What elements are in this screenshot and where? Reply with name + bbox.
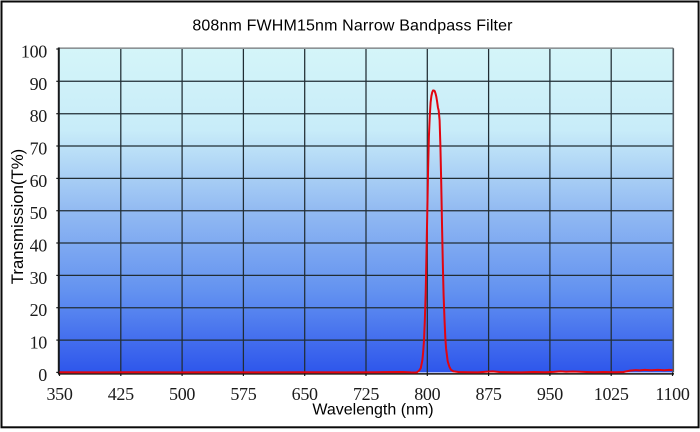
svg-text:1025: 1025 bbox=[594, 384, 629, 404]
svg-text:725: 725 bbox=[353, 384, 379, 404]
svg-text:350: 350 bbox=[46, 384, 72, 404]
svg-text:70: 70 bbox=[30, 139, 48, 159]
svg-text:10: 10 bbox=[30, 333, 48, 353]
svg-text:100: 100 bbox=[21, 42, 47, 62]
svg-text:1100: 1100 bbox=[655, 384, 689, 404]
svg-text:30: 30 bbox=[30, 268, 48, 288]
svg-text:0: 0 bbox=[38, 365, 47, 385]
svg-text:800: 800 bbox=[414, 384, 440, 404]
svg-text:808nm FWHM15nm Narrow Bandpass: 808nm FWHM15nm Narrow Bandpass Filter bbox=[192, 18, 513, 35]
svg-text:575: 575 bbox=[230, 384, 256, 404]
svg-text:50: 50 bbox=[30, 203, 48, 223]
svg-text:875: 875 bbox=[476, 384, 502, 404]
svg-text:425: 425 bbox=[108, 384, 134, 404]
svg-text:60: 60 bbox=[30, 171, 48, 191]
svg-text:Transmission(T%): Transmission(T%) bbox=[8, 149, 27, 285]
svg-text:650: 650 bbox=[292, 384, 318, 404]
svg-text:950: 950 bbox=[537, 384, 563, 404]
svg-text:500: 500 bbox=[169, 384, 195, 404]
svg-text:Wavelength (nm): Wavelength (nm) bbox=[312, 402, 433, 419]
svg-text:20: 20 bbox=[30, 300, 48, 320]
svg-text:80: 80 bbox=[30, 106, 48, 126]
svg-text:90: 90 bbox=[30, 74, 48, 94]
svg-text:40: 40 bbox=[30, 236, 48, 256]
